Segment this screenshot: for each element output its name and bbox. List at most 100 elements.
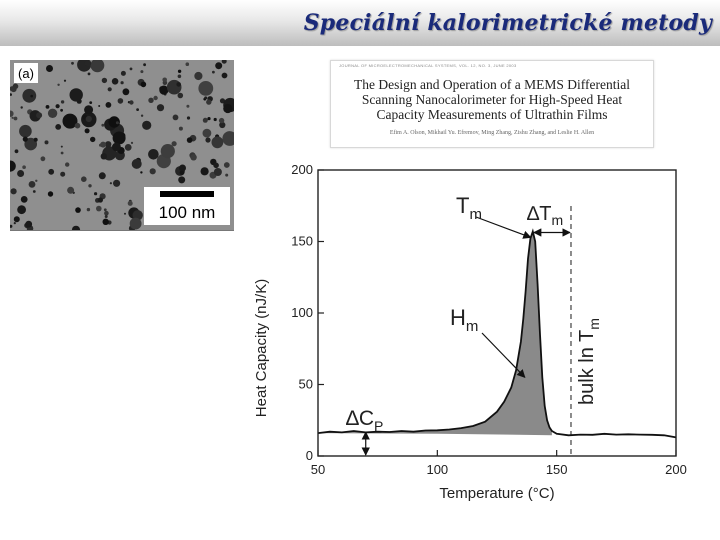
nanoparticle xyxy=(20,196,28,203)
nanoparticle xyxy=(153,95,158,101)
y-tick-label: 0 xyxy=(306,448,313,463)
nanoparticle xyxy=(98,105,101,107)
nanoparticle xyxy=(71,225,81,230)
nanoparticle xyxy=(225,173,229,177)
nanoparticle xyxy=(178,176,186,184)
nanoparticle xyxy=(104,215,108,218)
nanoparticle xyxy=(112,142,121,152)
nanoparticle xyxy=(22,136,28,142)
nanoparticle xyxy=(221,60,227,64)
nanoparticle xyxy=(186,104,190,108)
nanoparticle xyxy=(213,162,219,169)
nanoparticle xyxy=(81,176,87,182)
y-axis-label: Heat Capacity (nJ/K) xyxy=(253,279,270,417)
nanoparticle xyxy=(36,112,43,119)
nanoparticle xyxy=(213,168,222,176)
nanoparticle xyxy=(14,149,19,154)
paper-authors: Efim A. Olson, Mikhail Yu. Efremov, Ming… xyxy=(389,130,595,136)
slide-title: Speciální kalorimetrické metody xyxy=(303,10,712,36)
nanoparticle xyxy=(62,113,78,129)
nanoparticle xyxy=(179,164,186,172)
nanoparticle xyxy=(107,87,112,92)
nanoparticle xyxy=(35,179,38,182)
hm-annotation: Hm xyxy=(450,305,478,335)
nanoparticle xyxy=(10,93,12,96)
nanoparticle xyxy=(85,115,92,123)
nanoparticle xyxy=(113,179,121,187)
nanoparticle xyxy=(10,86,15,92)
nanoparticle xyxy=(60,108,63,112)
nanoparticle xyxy=(100,153,108,160)
nanoparticle xyxy=(87,72,91,76)
nanoparticle xyxy=(140,114,144,117)
nanoparticle xyxy=(60,145,63,148)
nanoparticle xyxy=(55,104,60,109)
nanoparticle xyxy=(109,182,112,185)
nanoparticle xyxy=(140,81,147,88)
nanoparticle xyxy=(207,117,211,121)
nanoparticle xyxy=(127,200,133,206)
nanoparticle xyxy=(140,171,143,174)
nanoparticle xyxy=(75,207,81,213)
nanoparticle xyxy=(90,136,96,143)
nanoparticle xyxy=(202,117,208,123)
delta-tm-annotation: ∆Tm xyxy=(527,203,563,228)
nanoparticle xyxy=(48,168,55,175)
nanoparticle xyxy=(84,105,94,115)
nanoparticle xyxy=(186,116,191,120)
nanoparticle xyxy=(206,99,212,105)
nanoparticle xyxy=(215,62,223,70)
nanoparticle xyxy=(120,81,124,85)
nanoparticle xyxy=(98,172,106,180)
nanoparticle xyxy=(44,140,49,145)
panel-label: (a) xyxy=(18,66,34,81)
nanoparticle xyxy=(17,170,25,177)
nanoparticle xyxy=(45,105,50,109)
nanoparticle xyxy=(10,188,17,195)
nanoparticle xyxy=(33,137,38,142)
nanoparticle xyxy=(112,131,126,145)
y-tick-label: 50 xyxy=(299,377,313,392)
paper-title-line: Capacity Measurements of Ultrathin Films xyxy=(376,107,608,122)
nanoparticle xyxy=(223,162,230,168)
nanoparticle xyxy=(131,158,142,169)
nanoparticle xyxy=(105,141,112,148)
nanoparticle xyxy=(104,210,109,216)
nanoparticle xyxy=(101,77,108,84)
nanoparticle-pattern xyxy=(10,60,234,230)
nanoparticle xyxy=(142,120,152,130)
nanoparticle xyxy=(30,94,33,98)
nanoparticle xyxy=(24,137,37,151)
nanoparticle xyxy=(136,108,139,111)
nanoparticle xyxy=(84,60,92,67)
delta-cp-annotation: ∆CP xyxy=(346,407,383,434)
nanoparticle xyxy=(111,78,119,85)
nanoparticle xyxy=(194,71,203,81)
nanoparticle xyxy=(71,61,74,65)
nanoparticle xyxy=(90,60,105,73)
nanoparticle xyxy=(65,162,70,167)
nanoparticle xyxy=(143,63,147,67)
enthalpy-area xyxy=(318,231,552,436)
nanoparticle xyxy=(10,160,16,172)
nanoparticle xyxy=(57,83,60,86)
nanoparticle xyxy=(117,98,124,104)
nanoparticle xyxy=(124,212,126,215)
nanoparticle xyxy=(13,116,18,121)
nanoparticle xyxy=(159,85,169,95)
nanoparticle xyxy=(202,128,212,138)
nanoparticle xyxy=(219,98,226,104)
nanoparticle xyxy=(177,74,182,79)
paper-journal-line: JOURNAL OF MICROELECTROMECHANICAL SYSTEM… xyxy=(339,63,517,68)
nanoparticle xyxy=(179,170,185,176)
nanoparticle xyxy=(198,81,214,96)
nanoparticle xyxy=(40,156,46,162)
nanoparticle xyxy=(74,122,81,129)
x-axis-label: Temperature (°C) xyxy=(439,485,554,502)
tm-arrow xyxy=(475,216,532,239)
nanoparticle xyxy=(102,218,109,225)
paper-header: JOURNAL OF MICROELECTROMECHANICAL SYSTEM… xyxy=(330,60,654,148)
paper-title-line: Scanning Nanocalorimeter for High-Speed … xyxy=(361,92,623,107)
nanoparticle xyxy=(129,67,133,71)
nanoparticle xyxy=(22,165,26,169)
